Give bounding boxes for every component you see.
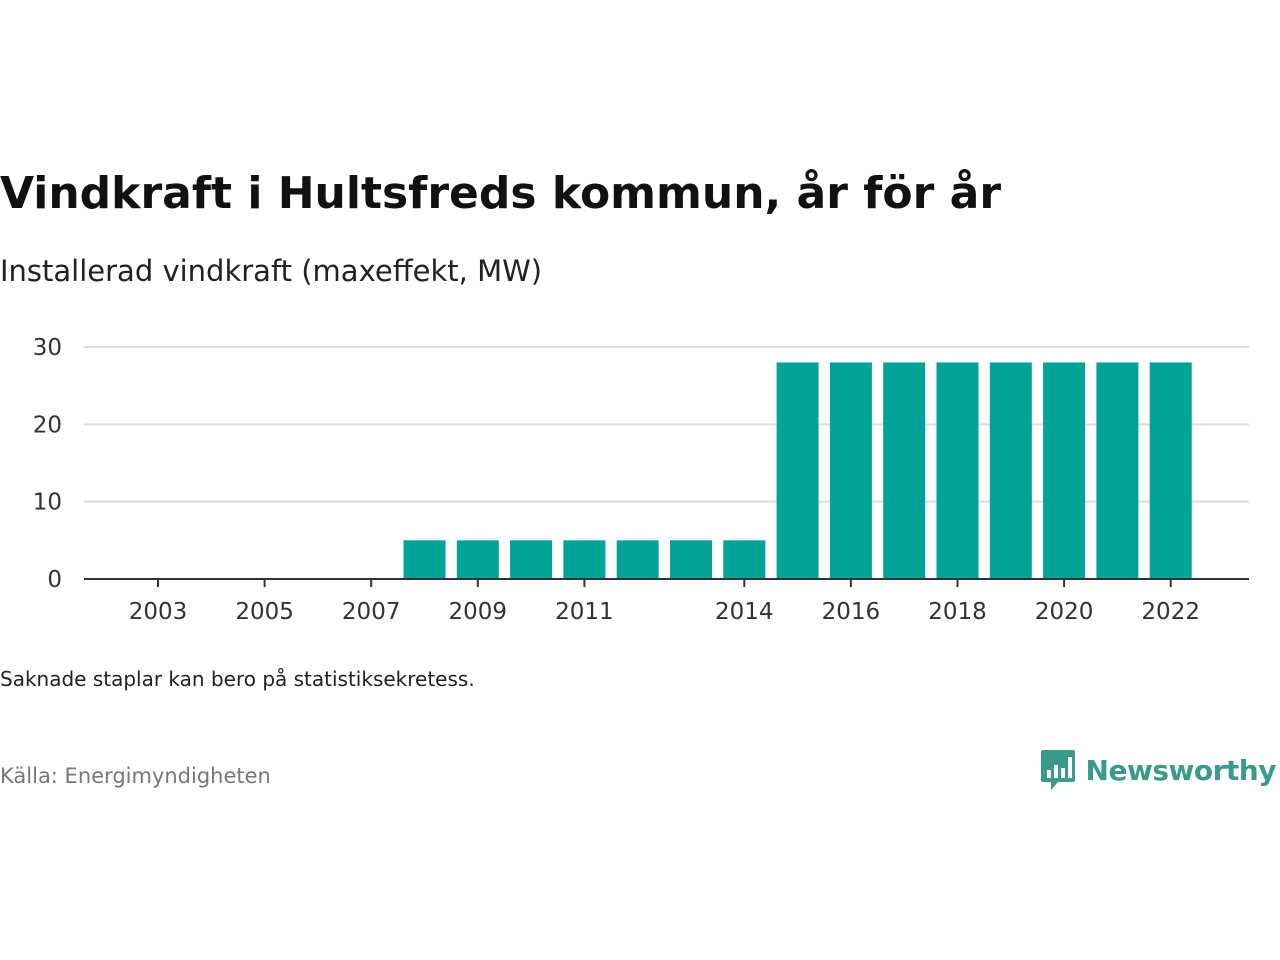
bar-2020 <box>1043 362 1086 579</box>
chart-title: Vindkraft i Hultsfreds kommun, år för år <box>0 168 1002 219</box>
bar-2012 <box>616 540 659 579</box>
chart-note: Saknade staplar kan bero på statistiksek… <box>0 667 475 691</box>
bar-2010 <box>510 540 553 579</box>
bar-2016 <box>829 362 872 579</box>
bar-2018 <box>936 362 979 579</box>
bar-2021 <box>1096 362 1139 579</box>
brand-name: Newsworthy <box>1085 753 1277 787</box>
x-tick-label: 2018 <box>928 599 987 625</box>
bar-2019 <box>989 362 1032 579</box>
bar-2009 <box>456 540 499 579</box>
chart-subtitle: Installerad vindkraft (maxeffekt, MW) <box>0 254 543 288</box>
x-tick-label: 2005 <box>235 599 294 625</box>
bar-2013 <box>670 540 712 579</box>
bar-chart: 0 10 20 30 2003 2005 2007 2009 2011 2014 2016 2018… <box>33 335 1249 625</box>
y-axis-ticks: 0 10 20 30 <box>33 335 62 593</box>
x-tick-label: 2003 <box>129 599 188 625</box>
bar-2022 <box>1149 362 1192 579</box>
bar-2011 <box>563 540 606 579</box>
bar-2014 <box>723 540 766 579</box>
source-credit: Källa: Energimyndigheten <box>0 764 271 788</box>
x-tick-label: 2016 <box>822 599 881 625</box>
x-tick-label: 2014 <box>715 599 774 625</box>
x-tick-label: 2009 <box>449 599 508 625</box>
y-tick-label: 30 <box>33 335 62 361</box>
x-tick-label: 2007 <box>342 599 401 625</box>
bar-2017 <box>883 362 926 579</box>
newsworthy-logo-icon <box>1040 750 1075 790</box>
bar-2008 <box>403 540 446 579</box>
x-tick-label: 2020 <box>1035 599 1094 625</box>
x-tick-label: 2022 <box>1141 599 1200 625</box>
y-tick-label: 10 <box>33 490 62 516</box>
brand[interactable]: Newsworthy <box>1040 748 1277 792</box>
bar-2015 <box>776 362 819 579</box>
bars <box>403 362 1192 579</box>
y-tick-label: 20 <box>33 412 62 438</box>
x-axis-ticks: 2003 2005 2007 2009 2011 2014 2016 2018 2020 2022 <box>129 579 1200 625</box>
y-tick-label: 0 <box>47 567 62 593</box>
x-tick-label: 2011 <box>555 599 614 625</box>
